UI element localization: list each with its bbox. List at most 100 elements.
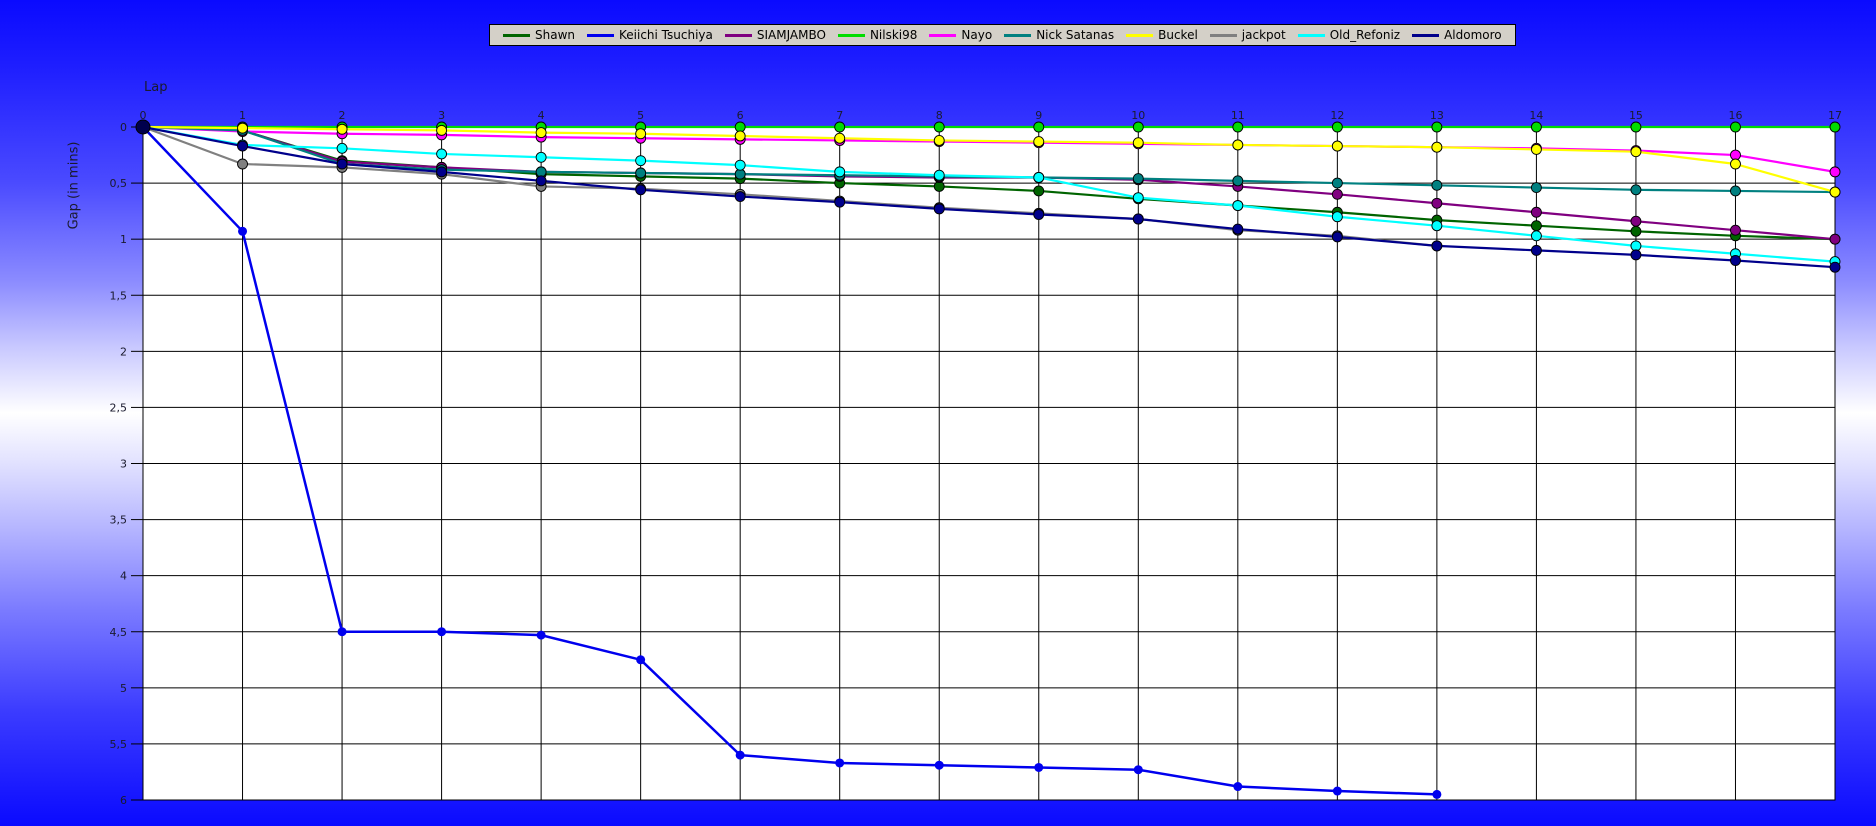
legend-item-nick-satanas[interactable]: Nick Satanas: [1004, 29, 1114, 41]
data-point-marker: [1331, 121, 1343, 133]
data-point-marker: [1132, 213, 1144, 225]
data-point-marker: [436, 124, 448, 136]
y-tick-label: 2,5: [110, 401, 128, 414]
legend-item-old-refoniz[interactable]: Old_Refoniz: [1297, 28, 1401, 42]
data-point-marker: [238, 226, 248, 236]
legend-item-keiichi-tsuchiya[interactable]: Keiichi Tsuchiya: [587, 29, 713, 41]
legend-item-siamjambo[interactable]: SIAMJAMBO: [724, 28, 826, 42]
legend-item-label: Shawn: [535, 28, 575, 42]
x-tick-label: 16: [1728, 109, 1742, 122]
series-line: [142, 125, 1836, 173]
x-tick-label: 4: [538, 109, 545, 122]
data-point-marker: [1431, 141, 1443, 153]
legend-item-label: Aldomoro: [1444, 28, 1502, 42]
data-point-marker: [1331, 211, 1343, 223]
x-tick-label: 9: [1035, 109, 1042, 122]
data-point-marker: [1829, 166, 1841, 178]
data-point-marker: [1132, 121, 1144, 133]
legend-swatch-icon: [929, 33, 957, 37]
series-line: [142, 126, 1437, 796]
data-point-marker: [536, 630, 546, 640]
y-tick-label: 0: [120, 121, 127, 134]
legend-item-label: SIAMJAMBO: [756, 28, 826, 42]
data-point-marker: [1630, 146, 1642, 158]
legend-swatch-icon: [837, 33, 865, 37]
legend-item-aldomoro[interactable]: Aldomoro: [1412, 29, 1502, 41]
data-point-marker: [1630, 249, 1642, 261]
legend-item-jackpot[interactable]: jackpot: [1209, 28, 1286, 42]
data-point-marker: [1530, 220, 1542, 232]
data-point-marker: [535, 175, 547, 187]
data-point-marker: [1033, 209, 1045, 220]
y-tick-label: 4: [120, 570, 127, 583]
data-point-marker: [636, 655, 646, 665]
data-point-marker: [1829, 233, 1841, 245]
y-tick-label: 3,5: [110, 514, 128, 527]
x-tick-label: 3: [438, 109, 445, 122]
data-point-marker: [1034, 762, 1044, 772]
data-point-marker: [1630, 225, 1642, 237]
data-point-marker: [1431, 240, 1443, 252]
data-point-marker: [1630, 121, 1642, 133]
data-point-marker: [1432, 789, 1442, 799]
data-point-marker: [835, 758, 845, 768]
data-point-marker: [1233, 782, 1243, 792]
x-tick-label: 1: [239, 109, 246, 122]
data-point-marker: [1530, 143, 1542, 155]
series-line: [142, 125, 1836, 263]
legend-item-nayo[interactable]: Nayo: [929, 29, 992, 41]
x-tick-label: 14: [1529, 109, 1543, 122]
x-tick-label: 6: [737, 109, 744, 122]
data-point-marker: [1730, 121, 1741, 133]
data-point-marker: [1033, 172, 1045, 183]
data-point-marker: [1132, 192, 1144, 204]
y-tick-label: 0,5: [110, 177, 128, 190]
y-tick-label: 1: [120, 233, 127, 246]
origin-marker: [135, 119, 151, 135]
data-point-marker: [1331, 231, 1343, 243]
legend-swatch-icon: [1126, 33, 1154, 37]
data-point-marker: [1730, 185, 1741, 197]
data-point-marker: [1431, 220, 1443, 232]
data-point-marker: [933, 169, 945, 181]
data-point-marker: [834, 196, 846, 208]
data-point-marker: [933, 180, 945, 192]
data-point-marker: [1232, 223, 1244, 235]
y-tick-label: 5,5: [110, 738, 128, 751]
data-point-marker: [1630, 215, 1642, 227]
legend-item-buckel[interactable]: Buckel: [1126, 29, 1198, 41]
data-point-marker: [734, 130, 746, 142]
data-point-marker: [1133, 765, 1143, 775]
y-tick-label: 3: [120, 458, 127, 471]
data-point-marker: [336, 142, 348, 154]
data-point-marker: [1730, 224, 1741, 236]
data-point-marker: [1033, 185, 1045, 197]
data-point-marker: [635, 155, 647, 167]
data-point-marker: [1530, 182, 1542, 194]
legend-item-nilski98[interactable]: Nilski98: [837, 29, 917, 41]
data-point-marker: [1829, 121, 1841, 133]
x-tick-label: 7: [836, 109, 843, 122]
data-point-marker: [1530, 206, 1542, 218]
x-tick-label: 12: [1330, 109, 1344, 122]
data-point-marker: [635, 184, 647, 196]
legend-item-shawn[interactable]: Shawn: [503, 29, 575, 41]
data-point-marker: [437, 627, 447, 637]
data-point-marker: [237, 158, 248, 170]
data-point-marker: [1331, 140, 1343, 152]
data-point-marker: [1033, 136, 1045, 148]
x-tick-label: 11: [1231, 109, 1245, 122]
data-point-marker: [237, 140, 248, 152]
data-point-marker: [734, 121, 746, 133]
data-point-marker: [1630, 240, 1642, 252]
y-tick-label: 4,5: [110, 626, 128, 639]
legend-item-label: Old_Refoniz: [1329, 28, 1401, 42]
data-point-marker: [1630, 184, 1642, 196]
data-point-marker: [735, 750, 745, 760]
data-point-marker: [1829, 186, 1841, 198]
data-point-marker: [933, 135, 945, 146]
legend-item-label: Buckel: [1158, 28, 1198, 42]
legend-item-label: jackpot: [1241, 28, 1286, 42]
